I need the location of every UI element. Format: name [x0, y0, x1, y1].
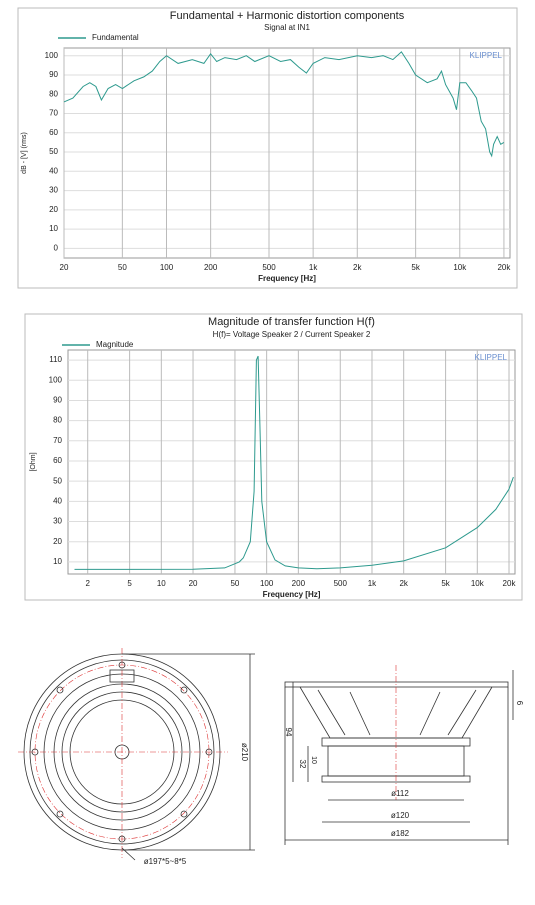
hole — [118, 661, 126, 669]
chart-subtitle: H(f)= Voltage Speaker 2 / Current Speake… — [213, 330, 371, 339]
flange — [284, 681, 509, 688]
chart-title: Fundamental + Harmonic distortion compon… — [170, 10, 405, 22]
x-tick-label: 50 — [230, 579, 239, 588]
x-tick-label: 5k — [411, 263, 420, 272]
legend-label: Magnitude — [96, 340, 134, 349]
dimension-label: ø210 — [240, 743, 249, 762]
hole — [205, 748, 213, 756]
y-tick-label: 90 — [49, 70, 58, 79]
x-tick-label: 20 — [60, 263, 69, 272]
dimension-label: ø182 — [391, 829, 410, 838]
x-tick-label: 5 — [127, 579, 132, 588]
x-tick-label: 50 — [118, 263, 127, 272]
basket-ribs — [317, 689, 477, 736]
y-tick-label: 60 — [49, 128, 58, 137]
x-tick-label: 20k — [503, 579, 517, 588]
hole — [180, 686, 188, 694]
y-tick-label: 100 — [45, 51, 59, 60]
legend-label: Fundamental — [92, 33, 139, 42]
y-tick-label: 100 — [49, 375, 63, 384]
hole — [118, 835, 126, 843]
y-tick-label: 50 — [53, 476, 62, 485]
series-line — [74, 355, 514, 570]
hole — [56, 810, 64, 818]
watermark: KLIPPEL — [475, 353, 508, 362]
y-axis-label: [Ohm] — [30, 452, 37, 471]
x-tick-label: 200 — [204, 263, 218, 272]
y-tick-label: 40 — [53, 496, 62, 505]
x-tick-label: 2 — [85, 579, 90, 588]
terminal — [109, 669, 135, 683]
x-tick-label: 10 — [157, 579, 166, 588]
y-tick-label: 0 — [54, 243, 59, 252]
watermark: KLIPPEL — [470, 51, 503, 60]
plot-area — [63, 47, 511, 259]
x-tick-label: 200 — [292, 579, 306, 588]
x-tick-label: 1k — [368, 579, 377, 588]
x-tick-label: 500 — [262, 263, 276, 272]
x-tick-label: 5k — [441, 579, 450, 588]
y-tick-label: 10 — [53, 557, 62, 566]
y-tick-label: 60 — [53, 456, 62, 465]
x-tick-label: 2k — [399, 579, 408, 588]
x-axis-label: Frequency [Hz] — [263, 590, 321, 599]
x-tick-label: 1k — [309, 263, 318, 272]
x-tick-label: 10k — [471, 579, 485, 588]
y-tick-label: 40 — [49, 166, 58, 175]
chart-subtitle: Signal at IN1 — [264, 23, 310, 32]
y-tick-label: 30 — [49, 186, 58, 195]
hole — [56, 686, 64, 694]
dimension-label: ø112 — [391, 789, 409, 798]
dimension-label: 6 — [515, 701, 524, 706]
x-tick-label: 100 — [260, 579, 274, 588]
x-tick-label: 10k — [453, 263, 467, 272]
plot-area — [67, 349, 516, 575]
y-tick-label: 30 — [53, 517, 62, 526]
x-tick-label: 20 — [189, 579, 198, 588]
x-tick-label: 100 — [160, 263, 174, 272]
series-line — [63, 51, 505, 158]
y-tick-label: 80 — [49, 89, 58, 98]
x-tick-label: 2k — [353, 263, 362, 272]
dimension-label: ø120 — [391, 811, 410, 820]
y-axis-label: dB - [V] (rms) — [21, 132, 28, 174]
dimension-label: 32 — [298, 760, 307, 769]
y-tick-label: 80 — [53, 416, 62, 425]
x-tick-label: 500 — [334, 579, 348, 588]
y-tick-label: 20 — [49, 205, 58, 214]
y-tick-label: 20 — [53, 537, 62, 546]
x-tick-label: 20k — [497, 263, 511, 272]
y-tick-label: 70 — [53, 436, 62, 445]
x-axis-label: Frequency [Hz] — [258, 274, 316, 283]
y-tick-label: 90 — [53, 396, 62, 405]
y-tick-label: 70 — [49, 109, 58, 118]
chart-title: Magnitude of transfer function H(f) — [208, 316, 375, 328]
speaker-drawing: ø197*5~8*5 ø210 94 32 10 6 ø112 ø120 ø18… — [18, 648, 524, 866]
dimension-label: 94 — [284, 728, 293, 737]
y-tick-label: 50 — [49, 147, 58, 156]
hole — [31, 748, 39, 756]
dimension-label: 10 — [310, 756, 317, 764]
y-tick-label: 10 — [49, 224, 58, 233]
y-tick-label: 110 — [49, 355, 62, 364]
leader — [121, 847, 136, 861]
hole — [180, 810, 188, 818]
dimension-label: ø197*5~8*5 — [144, 857, 187, 866]
